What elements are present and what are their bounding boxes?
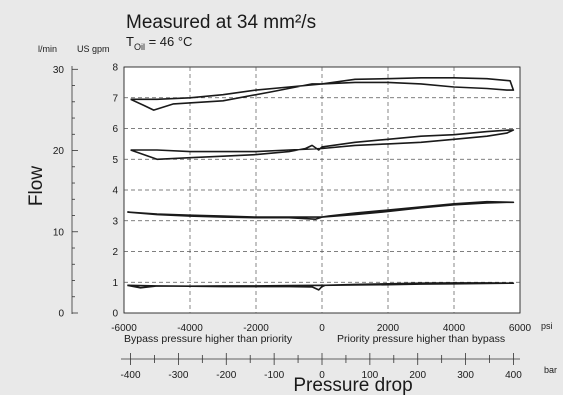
bar-tick-label: 400	[505, 370, 522, 381]
psi-tick-label: 4000	[443, 323, 466, 334]
bar-tick-label: -100	[264, 370, 284, 381]
bar-tick-label: -300	[168, 370, 188, 381]
flow-curve-4	[127, 282, 515, 291]
bar-tick-label: 0	[319, 370, 325, 381]
priority-annotation: Priority pressure higher than bypass	[337, 333, 505, 345]
usgpm-tick-label: 2	[112, 247, 118, 258]
psi-tick-label: -6000	[111, 323, 137, 334]
subtitle-prefix: T	[126, 34, 134, 49]
bypass-annotation: Bypass pressure higher than priority	[124, 333, 293, 345]
lmin-tick-label: 30	[53, 65, 65, 76]
usgpm-tick-label: 8	[112, 63, 118, 74]
bar-tick-label: 300	[457, 370, 474, 381]
bar-unit-label: bar	[544, 365, 557, 375]
chart-title: Measured at 34 mm²/s	[126, 12, 316, 33]
usgpm-tick-label: 6	[112, 124, 118, 135]
subtitle-sub: Oil	[134, 42, 145, 52]
flow-curve-3	[127, 200, 515, 220]
bar-tick-label: -400	[121, 370, 141, 381]
lmin-tick-label: 10	[53, 227, 65, 238]
usgpm-tick-label: 4	[112, 186, 118, 197]
bar-axis: -400 -300 -200 -100 0 100 200 300 400	[121, 353, 522, 381]
psi-tick-label: -2000	[243, 323, 269, 334]
x-axis-title: Pressure drop	[293, 375, 412, 395]
usgpm-unit-label: US gpm	[77, 44, 110, 54]
flow-curve-1	[130, 77, 515, 111]
flow-curve-2	[130, 129, 515, 161]
psi-unit-label: psi	[541, 321, 553, 331]
usgpm-tick-label: 1	[112, 278, 118, 289]
subtitle-suffix: = 46 °C	[145, 34, 192, 49]
psi-tick-label: 6000	[509, 323, 532, 334]
psi-tick-label: 2000	[377, 323, 400, 334]
usgpm-tick-label: 5	[112, 155, 118, 166]
lmin-unit-label: l/min	[38, 44, 57, 54]
psi-axis: -6000 -4000 -2000 0 2000 4000 6000	[111, 323, 531, 334]
lmin-tick-label: 0	[58, 309, 64, 320]
usgpm-tick-label: 7	[112, 93, 118, 104]
psi-tick-label: -4000	[177, 323, 203, 334]
lmin-axis: 0 10 20 30	[53, 65, 78, 320]
bar-tick-label: 200	[409, 370, 426, 381]
psi-tick-label: 0	[319, 323, 325, 334]
bar-tick-label: -200	[216, 370, 236, 381]
usgpm-axis: 0 1 2 3 4 5 6 7 8	[112, 63, 118, 320]
curves	[127, 77, 515, 291]
chart-subtitle: TOil = 46 °C	[126, 34, 192, 52]
usgpm-tick-label: 3	[112, 216, 118, 227]
lmin-tick-label: 20	[53, 146, 65, 157]
bar-tick-label: 100	[362, 370, 379, 381]
y-axis-title: Flow	[26, 166, 47, 206]
usgpm-tick-label: 0	[112, 309, 118, 320]
